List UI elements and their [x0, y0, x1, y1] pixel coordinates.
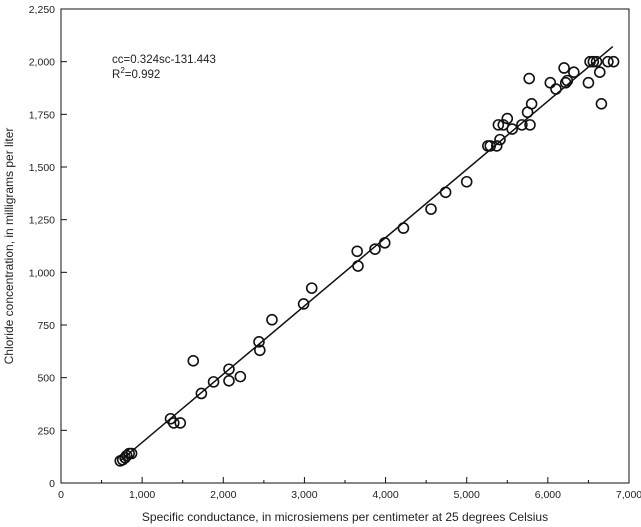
data-point: [397, 222, 410, 234]
data-point: [174, 417, 187, 429]
y-tick-label: 500: [37, 373, 55, 385]
data-point: [559, 76, 572, 89]
x-axis-title: Specific conductance, in microsiemens pe…: [142, 510, 548, 524]
r-squared-letter: R: [112, 69, 120, 81]
data-point: [492, 119, 505, 131]
data-point: [584, 55, 596, 68]
equation-annotation: cc=0.324sc-131.443: [112, 54, 216, 66]
x-tick-label: 0: [58, 489, 64, 501]
data-point: [558, 62, 570, 74]
x-tick-label: 4,000: [372, 489, 398, 501]
y-tick-label: 750: [37, 320, 55, 332]
data-point: [484, 140, 497, 152]
x-tick-label: 5,000: [454, 489, 480, 501]
y-tick-label: 1,750: [29, 109, 55, 121]
y-tick-label: 1,000: [29, 267, 55, 279]
data-point: [425, 203, 437, 215]
y-tick-label: 1,500: [29, 162, 55, 174]
x-tick-label: 7,000: [616, 489, 641, 501]
y-tick-label: 0: [49, 478, 55, 490]
data-point: [253, 336, 265, 348]
data-point: [223, 375, 235, 387]
data-point: [297, 298, 310, 310]
x-tick-label: 3,000: [291, 489, 317, 501]
y-tick-label: 1,250: [29, 215, 55, 227]
x-tick-label: 1,000: [129, 489, 155, 501]
y-tick-label: 2,000: [29, 57, 55, 69]
y-axis: 0 250 500 750 1,000 1,250 1,500 1,750 2,000 2,250: [29, 4, 67, 490]
r-squared-value: =0.992: [125, 69, 161, 81]
data-point: [266, 313, 278, 326]
data-point: [351, 245, 363, 258]
data-point: [378, 237, 391, 249]
data-point: [590, 55, 603, 68]
data-point: [195, 387, 208, 400]
data-point: [544, 76, 557, 89]
data-point: [582, 76, 595, 89]
data-point: [516, 119, 528, 131]
data-point: [568, 66, 580, 78]
data-points: [114, 55, 620, 467]
data-point: [305, 282, 318, 294]
x-tick-label: 2,000: [210, 489, 236, 501]
data-point: [460, 175, 473, 188]
data-point: [506, 123, 518, 135]
data-point: [595, 98, 608, 110]
data-point: [525, 98, 538, 110]
data-point: [523, 72, 535, 85]
data-point: [439, 186, 452, 199]
data-point: [234, 370, 247, 383]
data-point: [550, 83, 562, 95]
regression-line: [119, 45, 614, 462]
data-point: [490, 140, 503, 152]
data-point: [494, 133, 506, 146]
y-tick-label: 2,250: [29, 4, 55, 16]
data-point: [501, 112, 514, 125]
data-point: [593, 66, 606, 78]
data-point: [602, 55, 614, 68]
data-point: [561, 74, 574, 87]
data-point: [253, 344, 266, 357]
data-point: [524, 119, 536, 131]
data-point: [167, 417, 180, 429]
r-squared-superscript: 2: [120, 66, 125, 75]
x-tick-label: 6,000: [535, 489, 561, 501]
data-point: [207, 376, 220, 388]
data-point: [223, 363, 235, 376]
data-point: [187, 355, 200, 367]
x-axis: 0 1,000 2,000 3,000 4,000 5,000 6,000 7,000: [58, 477, 641, 501]
y-tick-label: 250: [37, 425, 55, 437]
r-squared-annotation: R2=0.992: [112, 66, 160, 81]
data-point: [369, 243, 381, 255]
data-point: [125, 447, 138, 460]
data-point: [607, 55, 620, 68]
data-point: [352, 260, 364, 272]
y-axis-title: Chloride concentration, in milligrams pe…: [2, 128, 16, 365]
data-point: [587, 55, 600, 68]
